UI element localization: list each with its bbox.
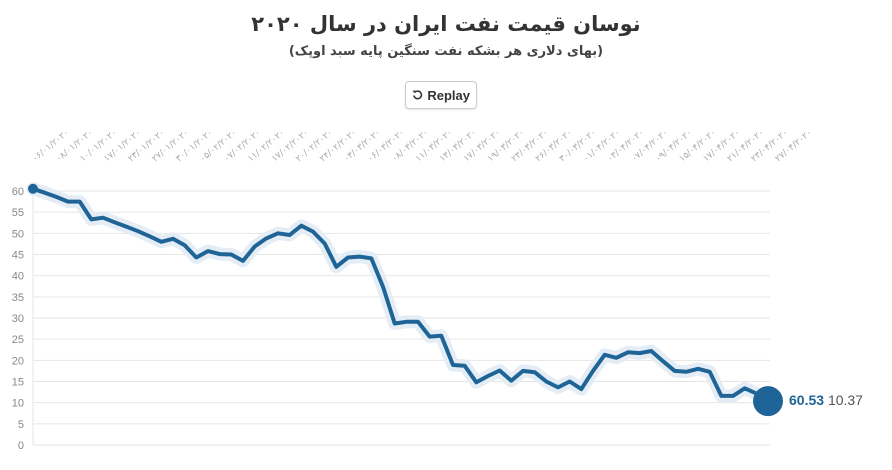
y-tick-label: 40: [12, 271, 24, 283]
y-tick-label: 25: [12, 334, 24, 346]
y-tick-label: 0: [18, 440, 24, 452]
series-line: [31, 186, 770, 404]
y-tick-label: 30: [12, 313, 24, 325]
current-value-label: 10.37: [827, 392, 863, 408]
end-label: 60.53 10.37: [789, 392, 863, 408]
end-point-marker: [753, 386, 783, 417]
start-value-label: 60.53: [789, 392, 825, 408]
replay-icon: [412, 90, 423, 100]
series-halo: [26, 182, 775, 408]
y-tick-label: 5: [18, 419, 24, 431]
y-tick-label: 15: [12, 377, 24, 389]
y-tick-label: 35: [12, 292, 24, 304]
y-tick-label: 50: [12, 228, 24, 240]
y-tick-label: 55: [12, 207, 24, 219]
y-tick-label: 20: [12, 355, 24, 367]
y-tick-label: 45: [12, 250, 24, 262]
y-tick-label: 10: [12, 398, 24, 410]
replay-button[interactable]: Replay: [405, 81, 477, 109]
chart-subtitle: (بهای دلاری هر بشکه نفت سنگین پایه سبد ا…: [288, 44, 604, 59]
y-tick-label: 60: [12, 186, 24, 198]
chart-title: نوسان قیمت نفت ایران در سال ۲۰۲۰: [251, 12, 641, 36]
replay-label: Replay: [427, 87, 470, 103]
start-point-marker: [28, 183, 38, 194]
